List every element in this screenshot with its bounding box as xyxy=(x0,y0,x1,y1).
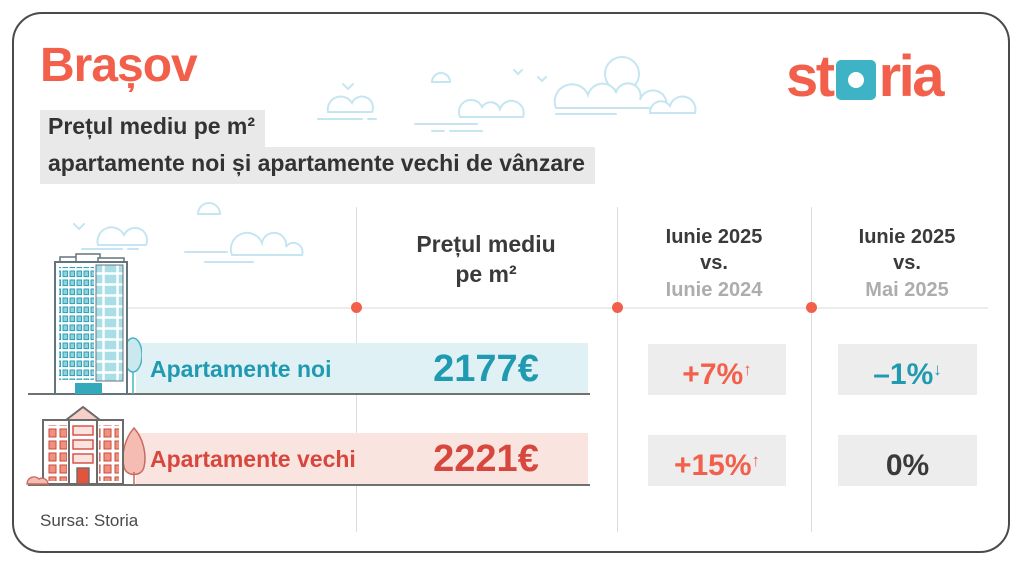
divider-dot-1 xyxy=(351,302,362,313)
source-note: Sursa: Storia xyxy=(40,511,139,530)
down-arrow-icon: ↓ xyxy=(933,360,942,379)
ground-line-old xyxy=(28,484,590,486)
new-building-illustration xyxy=(54,253,142,395)
logo-o-square-icon xyxy=(835,60,876,100)
row-band-old xyxy=(136,433,588,485)
column-divider-2 xyxy=(617,207,618,532)
column-header-mom-line1: Iunie 2025 xyxy=(858,226,956,248)
divider-dot-2 xyxy=(612,302,623,313)
logo-text-st: st xyxy=(786,44,835,109)
column-header-yoy-line2: vs. xyxy=(700,252,728,275)
column-header-yoy: Iunie 2025 vs. Iunie 2024 xyxy=(622,224,806,303)
column-header-mom-line3: Mai 2025 xyxy=(865,278,949,301)
row-price-new: 2177€ xyxy=(433,348,539,390)
badge-new-yoy-value: +7% xyxy=(682,358,744,391)
column-header-yoy-line1: Iunie 2025 xyxy=(665,226,763,248)
badge-new-mom-value: –1% xyxy=(873,358,934,391)
clouds-decoration xyxy=(73,56,697,263)
badge-old-mom: 0% xyxy=(838,435,977,486)
badge-old-yoy-value: +15% xyxy=(673,449,752,482)
up-arrow-icon: ↑ xyxy=(743,360,752,379)
header-divider-line xyxy=(90,307,988,309)
row-label-new: Apartamente noi xyxy=(150,356,332,382)
subtitle-line-2: apartamente noi și apartamente vechi de … xyxy=(40,147,595,184)
column-divider-3 xyxy=(811,207,812,532)
column-header-mom-line2: vs. xyxy=(893,252,921,275)
column-header-price-line1: Prețul mediu xyxy=(416,231,556,257)
column-header-yoy-line3: Iunie 2024 xyxy=(665,278,763,301)
column-header-price-line2: pe m² xyxy=(455,260,517,287)
row-label-old: Apartamente vechi xyxy=(150,446,356,472)
row-band-new xyxy=(136,343,588,395)
column-header-mom: Iunie 2025 vs. Mai 2025 xyxy=(815,224,999,303)
subtitle-line-1: Prețul mediu pe m² xyxy=(40,110,266,147)
ground-line-new xyxy=(28,393,590,395)
storia-logo: st ria xyxy=(786,44,945,109)
divider-dot-3 xyxy=(806,302,817,313)
badge-new-yoy: +7%↑ xyxy=(648,344,786,395)
page-title: Brașov xyxy=(40,39,198,92)
logo-o-dot xyxy=(847,72,864,88)
column-header-price: Prețul mediu pe m² xyxy=(361,230,611,290)
old-building-illustration xyxy=(26,405,146,485)
badge-old-mom-value: 0% xyxy=(885,449,930,482)
logo-text-ria: ria xyxy=(878,44,945,109)
row-price-old: 2221€ xyxy=(433,438,539,480)
badge-new-mom: –1%↓ xyxy=(838,344,977,395)
up-arrow-icon: ↑ xyxy=(751,451,761,470)
badge-old-yoy: +15%↑ xyxy=(648,435,786,486)
